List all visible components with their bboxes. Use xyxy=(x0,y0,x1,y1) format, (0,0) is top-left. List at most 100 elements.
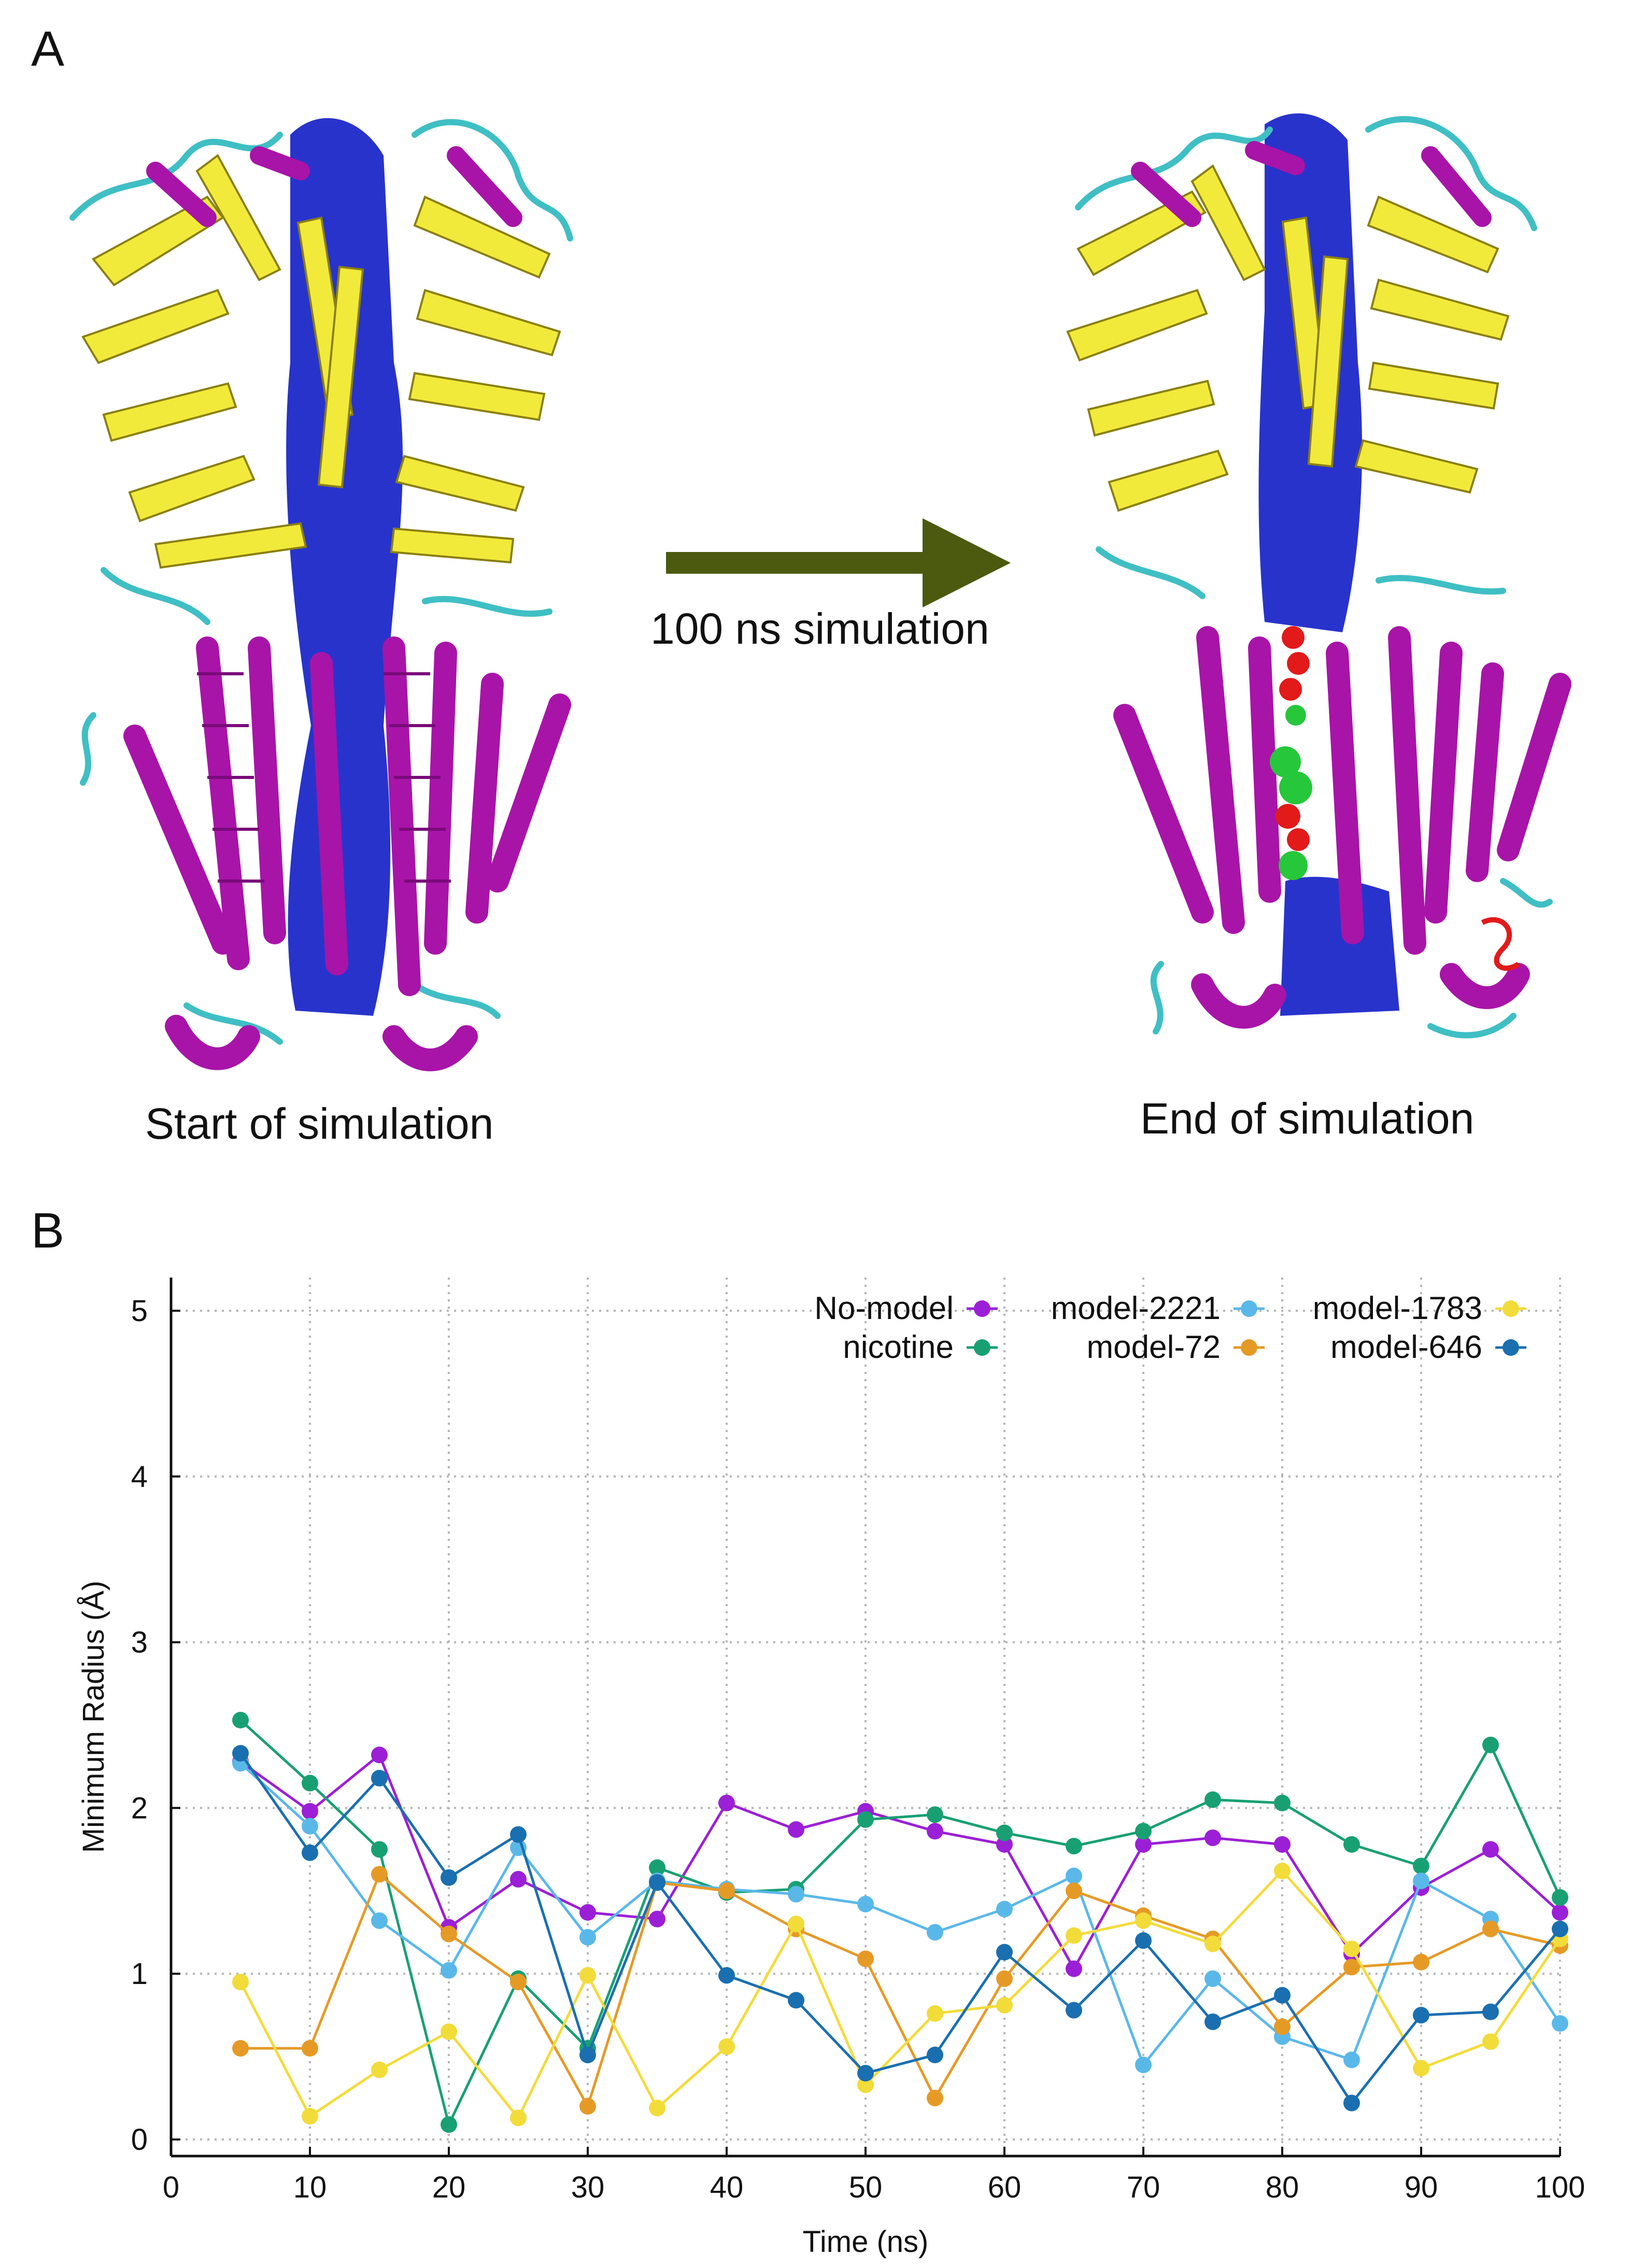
data-point xyxy=(1413,1858,1429,1875)
data-point xyxy=(996,1836,1013,1853)
data-point xyxy=(857,1895,874,1912)
data-point xyxy=(649,1859,665,1876)
x-tick-label: 100 xyxy=(1535,2171,1585,2204)
legend-label: nicotine xyxy=(843,1329,954,1365)
y-tick-label: 4 xyxy=(131,1460,148,1494)
data-point xyxy=(371,2061,388,2078)
pore-surface-start xyxy=(286,118,403,1016)
data-point xyxy=(788,1992,804,2009)
data-point xyxy=(371,1912,388,1929)
axes: 0 10 20 30 40 50 60 70 80 90 100 0 1 2 3 4 5 xyxy=(131,1278,1585,2204)
legend-entry: model-72 xyxy=(1087,1329,1265,1365)
data-point xyxy=(302,1803,318,1820)
data-point xyxy=(1135,1932,1152,1949)
data-point xyxy=(1413,1953,1429,1971)
x-tick-label: 20 xyxy=(432,2171,466,2204)
data-point xyxy=(579,2098,596,2115)
data-point xyxy=(579,1904,596,1921)
data-point xyxy=(649,1910,665,1927)
data-point xyxy=(1274,1987,1291,2004)
data-point xyxy=(579,1929,596,1946)
x-tick-label: 50 xyxy=(849,2171,883,2204)
end-caption: End of simulation xyxy=(1140,1094,1475,1143)
data-point xyxy=(302,1844,318,1861)
data-point xyxy=(1552,1920,1568,1937)
data-point xyxy=(302,1775,318,1792)
series-model-1783 xyxy=(232,1862,1568,2127)
data-point xyxy=(441,2116,457,2133)
data-point xyxy=(1552,1889,1568,1906)
series-nicotine xyxy=(232,1711,1568,2133)
data-point xyxy=(371,1841,388,1858)
legend-swatch-marker xyxy=(974,1300,990,1317)
data-point xyxy=(1135,2057,1152,2074)
data-point xyxy=(510,1826,527,1843)
x-tick-label: 70 xyxy=(1127,2171,1160,2204)
data-point xyxy=(1482,2003,1499,2020)
y-tick-label: 0 xyxy=(131,2123,148,2157)
legend-label: No-model xyxy=(814,1291,954,1326)
legend-swatch-marker xyxy=(1241,1339,1257,1356)
series-model-646 xyxy=(232,1745,1568,2111)
data-point xyxy=(927,2046,943,2063)
legend-swatch-marker xyxy=(1241,1300,1257,1317)
data-point xyxy=(1482,1841,1499,1858)
data-point xyxy=(718,1794,735,1811)
protein-structures-illustration xyxy=(69,113,1571,1071)
simulation-arrow-caption: 100 ns simulation xyxy=(650,604,989,653)
legend-label: model-1783 xyxy=(1313,1291,1482,1326)
data-point xyxy=(788,1886,804,1903)
data-point xyxy=(579,1967,596,1984)
data-point xyxy=(1135,1912,1152,1929)
panel-a-label: A xyxy=(31,21,65,77)
y-tick-label: 2 xyxy=(131,1791,148,1825)
data-point xyxy=(857,1811,874,1828)
data-point xyxy=(371,1747,388,1764)
legend-entry: model-1783 xyxy=(1313,1291,1526,1326)
data-point xyxy=(232,1711,249,1728)
x-tick-label: 80 xyxy=(1266,2171,1299,2204)
data-point xyxy=(788,1916,804,1933)
data-point xyxy=(441,1962,457,1979)
legend: No-model model-2221 model-1783 nicotine mode… xyxy=(814,1291,1526,1365)
x-axis-label: Time (ns) xyxy=(803,2225,929,2259)
data-point xyxy=(788,1821,804,1838)
data-point xyxy=(1066,1960,1082,1977)
data-point xyxy=(441,2023,457,2040)
data-point xyxy=(1204,1970,1221,1987)
x-tick-label: 10 xyxy=(293,2171,327,2204)
legend-entry: model-646 xyxy=(1330,1329,1526,1365)
data-point xyxy=(441,1869,457,1886)
data-point xyxy=(1343,1836,1360,1853)
data-point xyxy=(718,2038,735,2055)
simulation-arrow xyxy=(666,518,1011,607)
data-point xyxy=(302,2040,318,2057)
data-point xyxy=(1552,1904,1568,1921)
series-line xyxy=(239,1869,1562,2121)
y-tick-label: 5 xyxy=(131,1294,148,1328)
x-tick-label: 90 xyxy=(1405,2171,1438,2204)
data-point xyxy=(1413,1873,1429,1890)
legend-label: model-2221 xyxy=(1051,1291,1221,1326)
legend-label: model-646 xyxy=(1330,1329,1482,1365)
data-point xyxy=(510,1974,527,1991)
data-point xyxy=(1343,2094,1360,2111)
y-tick-label: 3 xyxy=(131,1626,148,1660)
data-point xyxy=(1135,1823,1152,1840)
data-point xyxy=(1066,1927,1082,1944)
data-point xyxy=(1204,1829,1221,1846)
data-point xyxy=(1066,1882,1082,1900)
data-point xyxy=(371,1866,388,1883)
data-point xyxy=(232,1745,249,1762)
data-point xyxy=(1343,2051,1360,2068)
data-series xyxy=(232,1711,1568,2133)
data-point xyxy=(1343,1959,1360,1976)
data-point xyxy=(1343,1940,1360,1958)
data-point xyxy=(232,1974,249,1991)
x-tick-label: 60 xyxy=(988,2171,1022,2204)
data-point xyxy=(371,1769,388,1787)
y-tick-label: 1 xyxy=(131,1957,148,1991)
data-point xyxy=(718,1882,735,1900)
data-point xyxy=(510,2109,527,2127)
